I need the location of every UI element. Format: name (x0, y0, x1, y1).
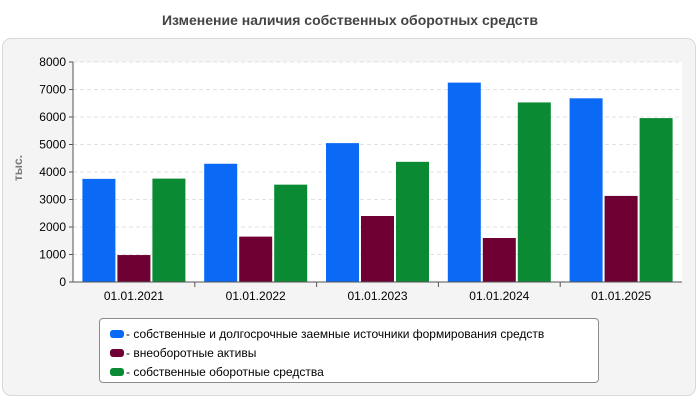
chart-title: Изменение наличия собственных оборотных … (161, 12, 539, 28)
x-axis-ticks: 01.01.2021 01.01.2022 01.01.2023 01.01.2024… (104, 282, 651, 303)
bar (482, 238, 516, 282)
legend-item: - внеоборотные активы (110, 343, 598, 362)
y-tick-label: 8000 (39, 55, 66, 69)
x-tick-label: 01.01.2024 (469, 289, 529, 303)
bars (82, 82, 673, 282)
legend-item: - собственные оборотные средства (110, 362, 598, 381)
bar (604, 195, 638, 282)
bar (517, 102, 551, 282)
legend: - собственные и долгосрочные заемные ист… (99, 318, 599, 383)
legend-label: - собственные оборотные средства (126, 364, 324, 379)
bar (361, 216, 394, 282)
y-tick-label: 0 (59, 275, 66, 289)
y-tick-label: 4000 (39, 165, 66, 179)
bar (447, 82, 481, 282)
x-tick-label: 01.01.2022 (226, 289, 286, 303)
bar (204, 163, 238, 282)
legend-item: - собственные и долгосрочные заемные ист… (110, 324, 598, 343)
y-tick-label: 2000 (39, 220, 66, 234)
y-tick-label: 7000 (39, 83, 66, 97)
bar (239, 236, 273, 282)
bar (82, 178, 116, 282)
legend-swatch (110, 367, 124, 376)
y-axis-ticks: 0 1000 2000 3000 4000 5000 6000 7000 8000 (39, 55, 73, 289)
bar (396, 161, 429, 282)
bar (117, 255, 151, 282)
y-tick-label: 3000 (39, 193, 66, 207)
bar (152, 178, 186, 282)
x-tick-label: 01.01.2023 (347, 289, 407, 303)
legend-label: - собственные и долгосрочные заемные ист… (126, 326, 545, 341)
y-axis-label: тыс. (11, 155, 25, 181)
bar (274, 184, 308, 282)
legend-label: - внеоборотные активы (126, 345, 257, 360)
bar (639, 118, 673, 282)
legend-swatch (110, 348, 124, 357)
y-tick-label: 1000 (39, 248, 66, 262)
legend-swatch (110, 329, 124, 338)
bar (569, 98, 603, 282)
x-tick-label: 01.01.2021 (104, 289, 164, 303)
x-tick-label: 01.01.2025 (591, 289, 651, 303)
bar (326, 143, 359, 282)
y-tick-label: 5000 (39, 138, 66, 152)
y-tick-label: 6000 (39, 110, 66, 124)
